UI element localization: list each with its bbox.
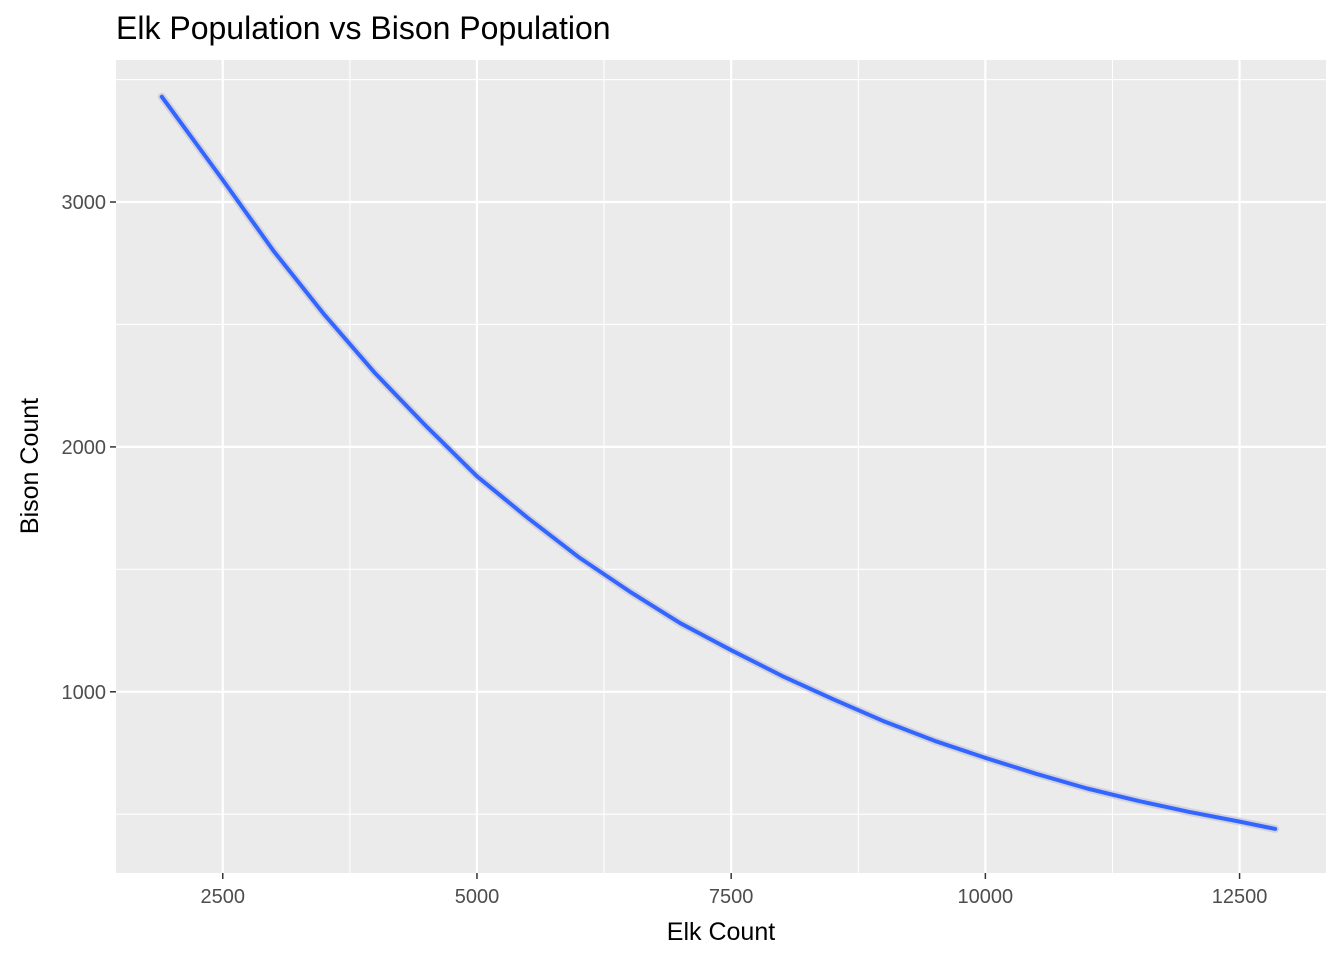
x-axis-label: Elk Count [667, 918, 775, 946]
y-axis-label: Bison Count [16, 398, 44, 534]
x-tick-label: 12500 [1212, 886, 1268, 908]
plot-panel [116, 60, 1326, 873]
grid [116, 60, 1326, 873]
series-layer [157, 92, 1280, 833]
x-tick-label: 7500 [709, 886, 754, 908]
x-tick-label: 2500 [201, 886, 246, 908]
ticks: 2500 5000 7500 10000 12500 1000 2000 3000 [62, 192, 1268, 908]
chart-title: Elk Population vs Bison Population [116, 10, 611, 46]
series-line [159, 94, 1278, 831]
x-tick-label: 5000 [455, 886, 500, 908]
x-tick-label: 10000 [958, 886, 1014, 908]
y-tick-label: 3000 [62, 192, 107, 214]
y-tick-label: 1000 [62, 682, 107, 704]
y-tick-label: 2000 [62, 437, 107, 459]
